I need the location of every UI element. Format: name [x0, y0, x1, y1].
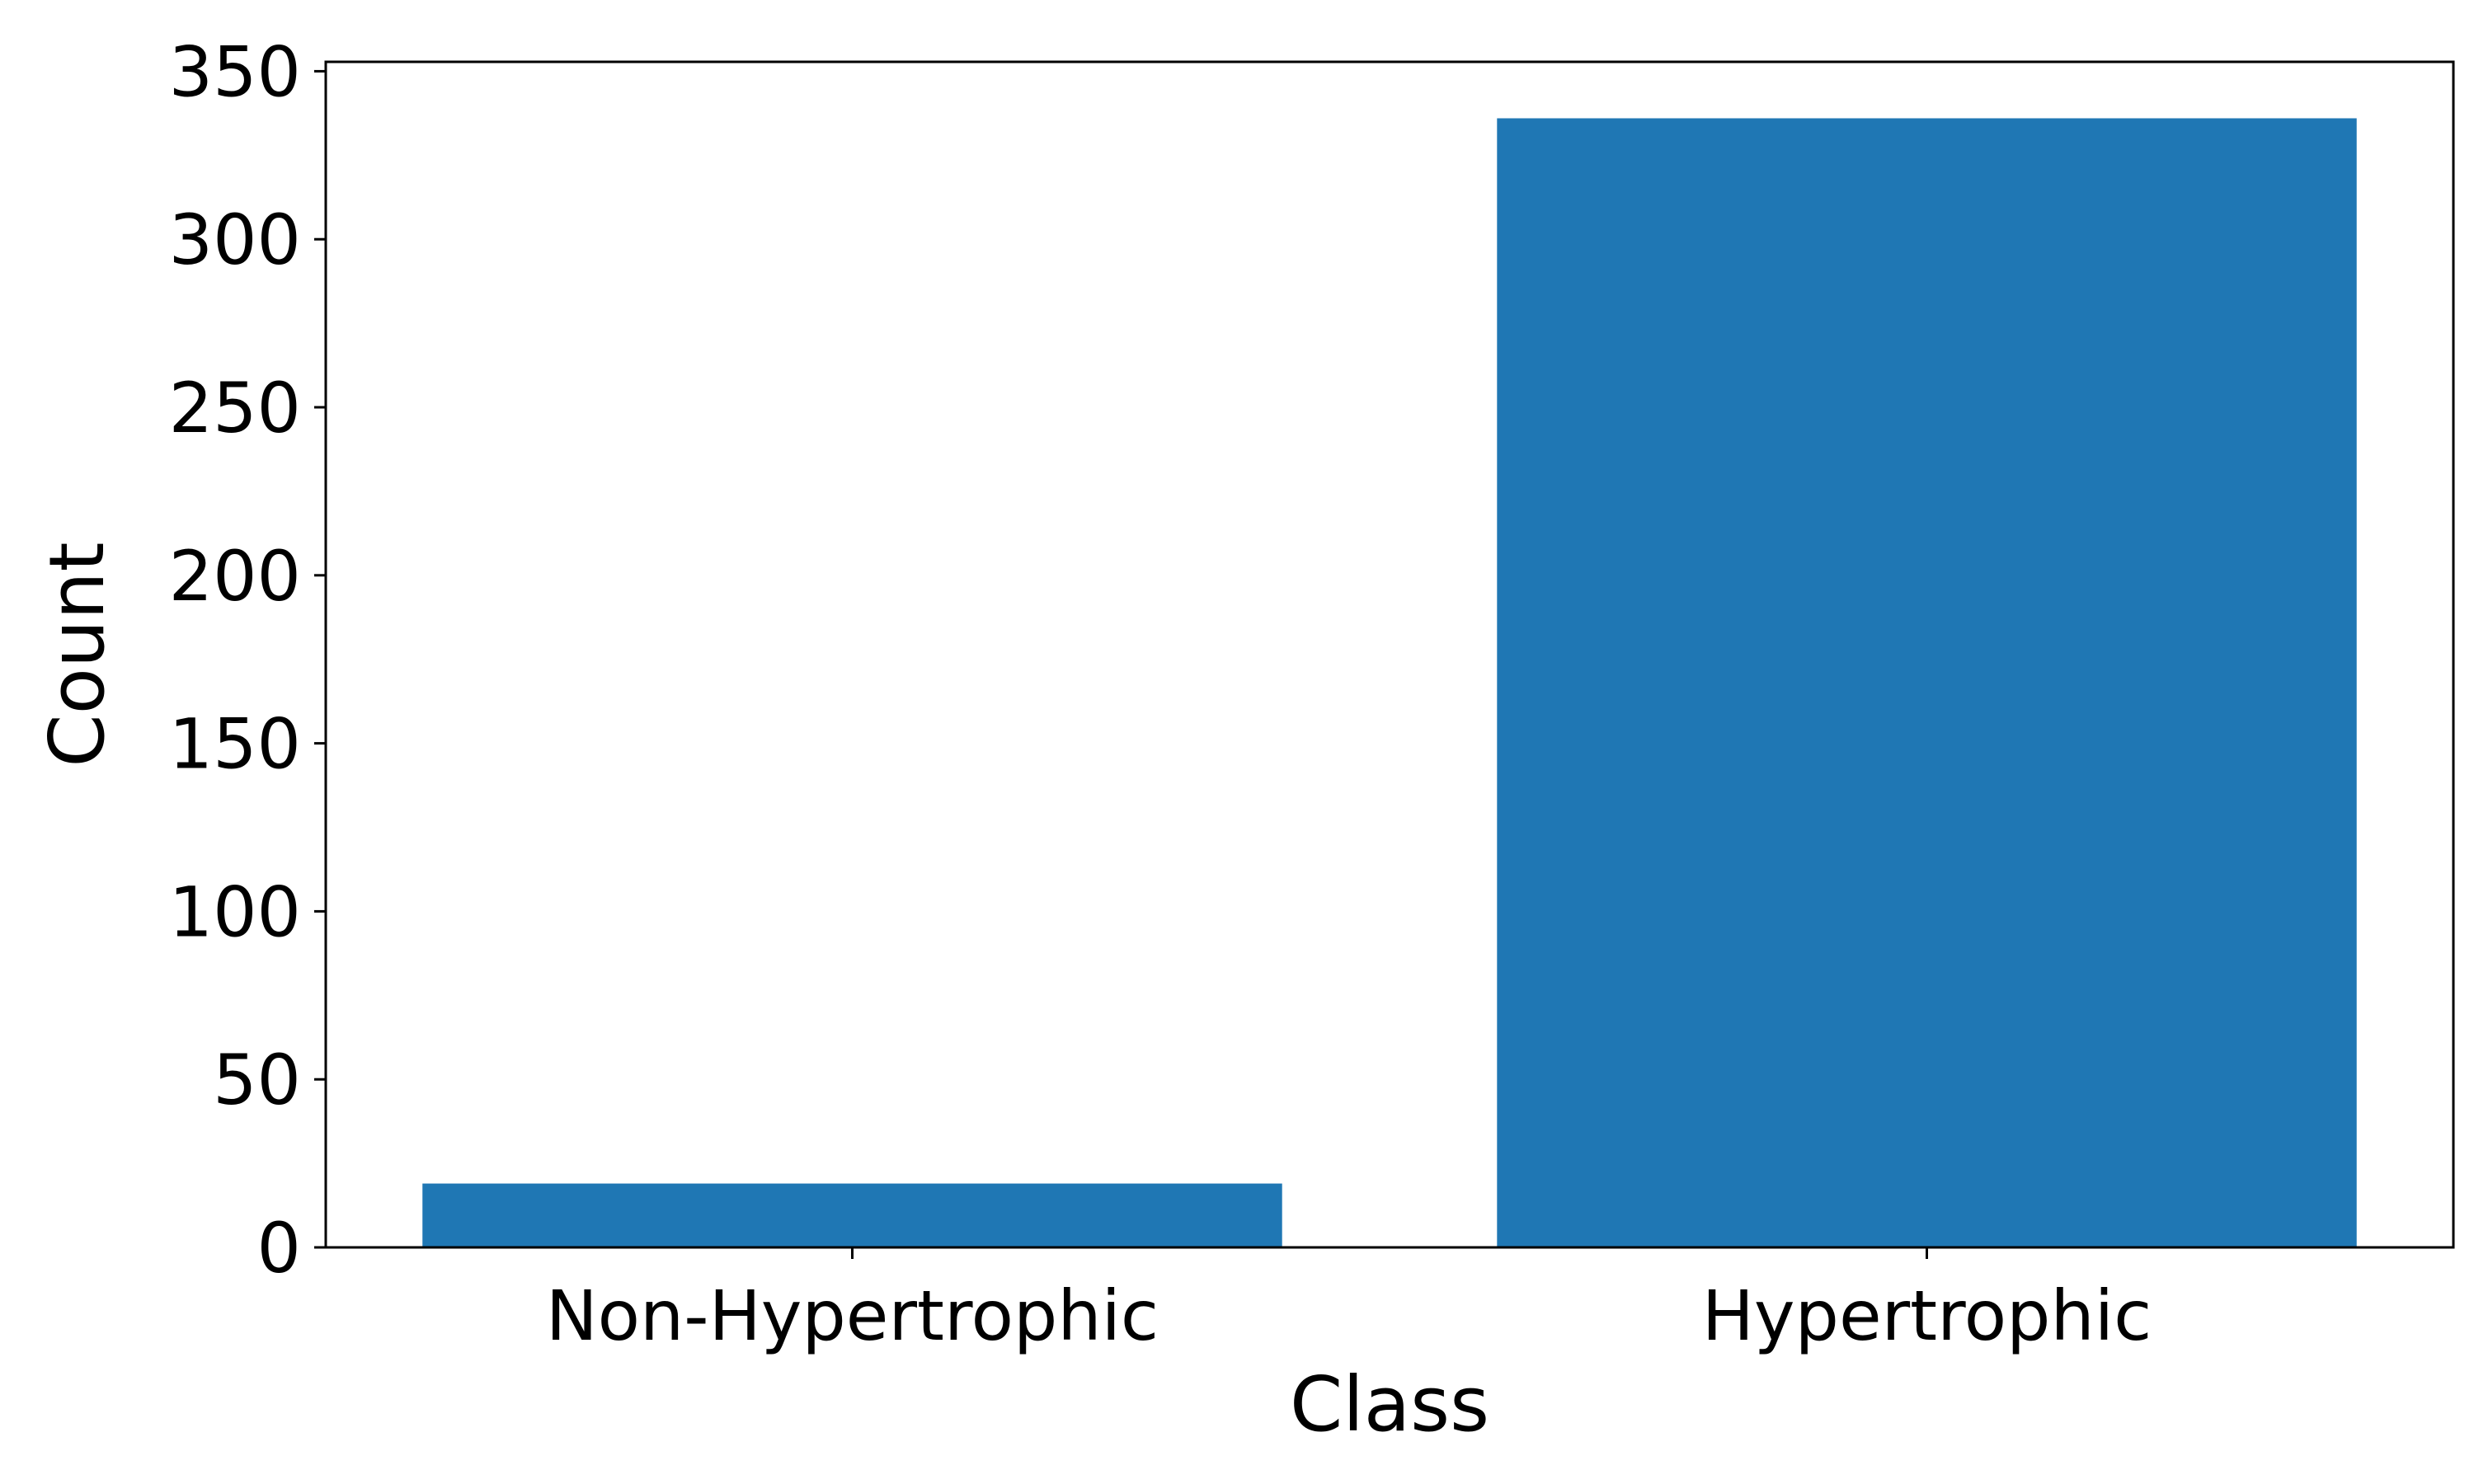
plot-area-frame: [324, 60, 2455, 1249]
y-axis-label: Count: [33, 542, 121, 767]
y-tick-label: 150: [169, 704, 301, 785]
y-tick-label: 350: [169, 31, 301, 112]
bars-group: [422, 118, 2357, 1247]
x-axis-label: Class: [1290, 1360, 1489, 1449]
y-tick-label: 200: [169, 536, 301, 617]
x-tick-label: Hypertrophic: [1702, 1275, 2152, 1356]
y-tick-label: 100: [169, 871, 301, 952]
y-tick-label: 250: [169, 368, 301, 448]
y-axis-ticks: 0 50 100 150 200 250 300 350: [169, 31, 326, 1289]
bar-non-hypertrophic: [422, 1183, 1282, 1247]
bar-hypertrophic: [1497, 118, 2357, 1247]
y-tick-label: 0: [257, 1208, 301, 1289]
x-axis-ticks: Non-Hypertrophic Hypertrophic: [546, 1247, 2152, 1356]
y-tick-label: 300: [169, 200, 301, 280]
x-tick-label: Non-Hypertrophic: [546, 1275, 1159, 1356]
y-tick-label: 50: [213, 1040, 301, 1120]
